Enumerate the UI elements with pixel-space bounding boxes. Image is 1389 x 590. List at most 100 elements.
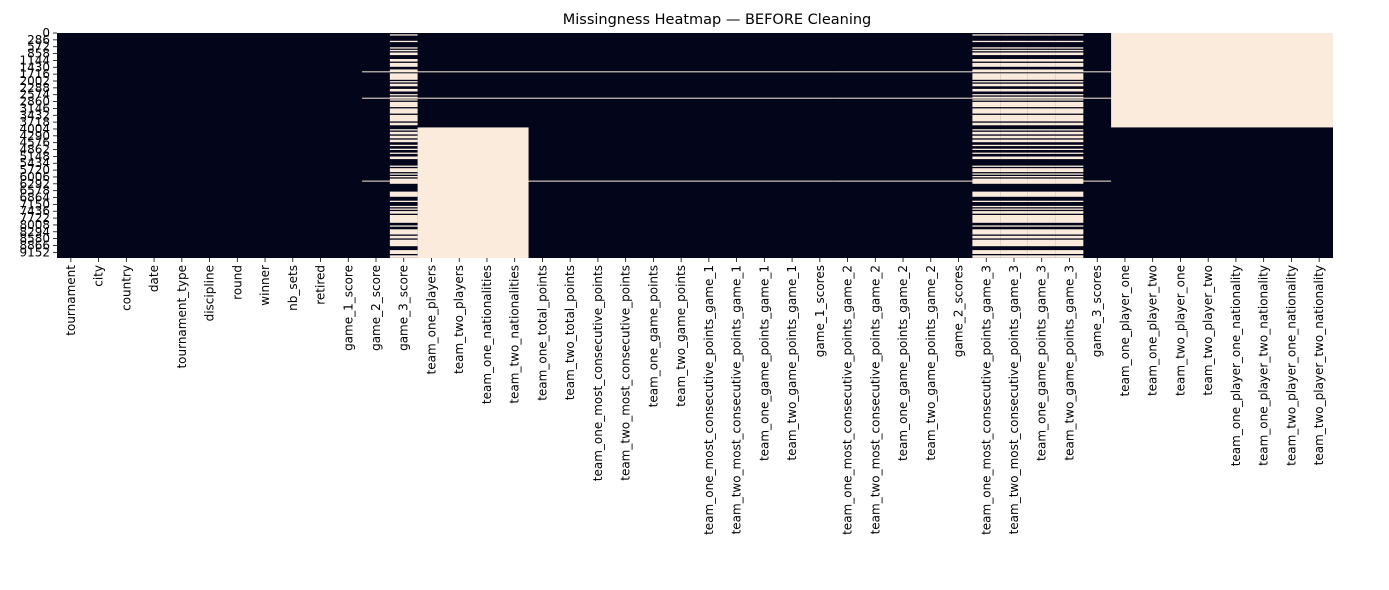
missing-stripe <box>389 47 418 49</box>
missing-stripe <box>972 88 1001 92</box>
missing-stripe <box>1027 94 1056 96</box>
missing-stripe <box>1027 235 1056 239</box>
missing-stripe <box>1055 62 1084 67</box>
missing-stripe <box>1000 178 1028 184</box>
x-tick-label-retired: retired <box>314 265 328 305</box>
x-tick-label-team_two_most_consecutive_points: team_two_most_consecutive_points <box>619 265 633 481</box>
missing-stripe <box>389 108 418 114</box>
y-tick-label: 9152 <box>19 245 50 259</box>
x-tick-label-team_one_game_points_game_2: team_one_game_points_game_2 <box>896 265 910 461</box>
missing-stripe <box>1000 152 1028 154</box>
x-tick-label-team_one_most_consecutive_points: team_one_most_consecutive_points <box>591 265 605 481</box>
missing-stripe <box>1055 101 1084 108</box>
missing-stripe <box>389 49 418 52</box>
x-tick-label-nb_sets: nb_sets <box>286 265 300 311</box>
missing-stripe <box>1000 83 1028 87</box>
missing-stripe <box>1027 211 1056 214</box>
missing-stripe <box>1027 200 1056 202</box>
x-tick-label-winner: winner <box>258 265 272 306</box>
missing-stripe <box>1027 62 1056 67</box>
missing-stripe <box>1055 191 1084 197</box>
x-tick-label-team_one_player_two_nationality: team_one_player_two_nationality <box>1257 265 1271 466</box>
missing-stripe <box>1000 114 1028 122</box>
missing-stripe <box>1000 131 1028 135</box>
x-tick-label-team_two_total_points: team_two_total_points <box>563 265 577 400</box>
x-tick-label-tournament: tournament <box>64 265 78 336</box>
x-tick-label-game_2_score: game_2_score <box>369 265 383 351</box>
missing-stripe <box>972 40 1001 43</box>
x-tick-label-team_two_players: team_two_players <box>452 265 466 374</box>
missing-stripe <box>389 168 418 173</box>
missing-stripe <box>1055 176 1084 178</box>
missing-stripe <box>972 176 1001 178</box>
striped-column-team_two_most_consecutive_points_game_3 <box>1000 34 1028 258</box>
missing-stripe <box>389 156 418 160</box>
missing-stripe <box>972 81 1001 83</box>
missing-stripe <box>389 122 418 126</box>
missing-stripe <box>1000 40 1028 43</box>
missing-stripe <box>1000 135 1028 139</box>
missing-stripe <box>1055 73 1084 80</box>
y-tick-label: 4576 <box>19 136 50 150</box>
missing-stripe <box>1000 62 1028 67</box>
x-tick-label-discipline: discipline <box>203 265 217 321</box>
x-tick-label-game_3_scores: game_3_scores <box>1090 265 1104 357</box>
missing-stripe <box>1027 156 1056 160</box>
missing-stripe <box>1055 225 1084 227</box>
x-tick-label-game_1_scores: game_1_scores <box>813 265 827 357</box>
missing-stripe <box>1055 139 1084 143</box>
missing-stripe <box>1000 168 1028 173</box>
missing-stripe <box>1000 108 1028 114</box>
missing-stripe <box>389 211 418 214</box>
missing-stripe <box>1055 215 1084 223</box>
missing-stripe <box>389 81 418 83</box>
x-tick-label-team_two_player_one: team_two_player_one <box>1173 265 1187 396</box>
y-axis: 0286572858114414301716200222882574286031… <box>19 26 57 259</box>
x-tick-label-team_one_most_consecutive_points_game_3: team_one_most_consecutive_points_game_3 <box>979 265 993 535</box>
y-tick-label: 1716 <box>19 67 50 81</box>
missing-stripe <box>1055 52 1084 56</box>
missing-stripe <box>1027 205 1056 208</box>
missing-stripe <box>1000 165 1028 167</box>
missing-stripe <box>1055 108 1084 114</box>
x-tick-label-city: city <box>92 265 106 287</box>
missing-stripe <box>1000 173 1028 175</box>
missing-stripe <box>389 165 418 167</box>
missing-stripe <box>1027 99 1056 101</box>
missing-stripe <box>1000 255 1028 258</box>
missing-stripe <box>389 225 418 227</box>
y-tick-label: 1144 <box>19 53 50 67</box>
missing-stripe <box>1027 108 1056 114</box>
missing-stripe <box>389 94 418 96</box>
missing-stripe <box>389 208 418 210</box>
striped-column-team_two_game_points_game_3 <box>1055 34 1084 258</box>
missing-stripe <box>1000 73 1028 80</box>
y-tick-label: 858 <box>27 47 50 61</box>
missing-stripe <box>1027 69 1056 72</box>
missing-stripe <box>1000 122 1028 126</box>
missing-stripe <box>389 88 418 92</box>
missing-stripe <box>1055 96 1084 98</box>
missing-stripe <box>1000 99 1028 101</box>
missing-stripe <box>1055 148 1084 150</box>
missing-stripe <box>972 191 1001 197</box>
missing-stripe <box>389 83 418 87</box>
x-tick-label-team_one_most_consecutive_points_game_2: team_one_most_consecutive_points_game_2 <box>841 265 855 535</box>
missing-stripe <box>1000 52 1028 56</box>
x-tick-label-team_one_total_points: team_one_total_points <box>535 265 549 401</box>
missing-stripe <box>972 49 1001 52</box>
missing-stripe <box>1000 239 1028 247</box>
missing-stripe <box>389 178 418 184</box>
missing-stripe <box>1055 69 1084 72</box>
missing-stripe <box>1000 88 1028 92</box>
missing-stripe <box>1027 139 1056 143</box>
x-tick-label-team_two_most_consecutive_points_game_1: team_two_most_consecutive_points_game_1 <box>730 265 744 534</box>
missing-stripe <box>389 59 418 62</box>
y-tick-label: 4290 <box>19 129 50 143</box>
missing-stripe <box>972 59 1001 62</box>
missing-stripe <box>1000 81 1028 83</box>
missing-stripe <box>1027 173 1056 175</box>
missing-stripe <box>1000 144 1028 147</box>
missing-stripe <box>1000 191 1028 197</box>
